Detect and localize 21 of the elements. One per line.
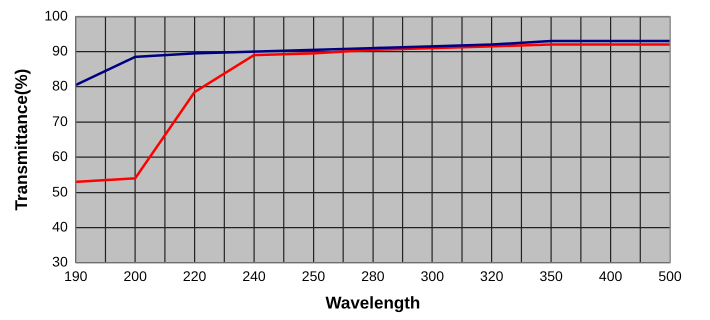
y-tick-label: 90 [52, 42, 68, 58]
x-axis-title: Wavelength [325, 293, 420, 312]
y-tick-label: 40 [52, 218, 68, 234]
x-tick-label: 350 [539, 268, 564, 284]
y-tick-label: 30 [52, 254, 68, 270]
y-axis-title: Transmittance(%) [12, 68, 31, 210]
x-tick-label: 300 [420, 268, 444, 284]
x-tick-label: 320 [480, 268, 504, 284]
x-tick-label: 500 [658, 268, 682, 284]
y-tick-label: 80 [52, 78, 68, 94]
y-tick-label: 60 [52, 148, 68, 164]
y-tick-label: 70 [52, 112, 68, 129]
y-tick-label: 100 [44, 7, 68, 24]
x-tick-label: 250 [302, 268, 326, 284]
x-tick-label: 200 [124, 268, 148, 284]
x-tick-label: 400 [598, 268, 622, 284]
x-tick-label: 220 [182, 268, 206, 284]
x-tick-label: 190 [64, 268, 88, 284]
x-tick-label: 280 [361, 268, 385, 284]
x-tick-label: 240 [242, 268, 266, 284]
y-tick-label: 50 [52, 183, 68, 200]
